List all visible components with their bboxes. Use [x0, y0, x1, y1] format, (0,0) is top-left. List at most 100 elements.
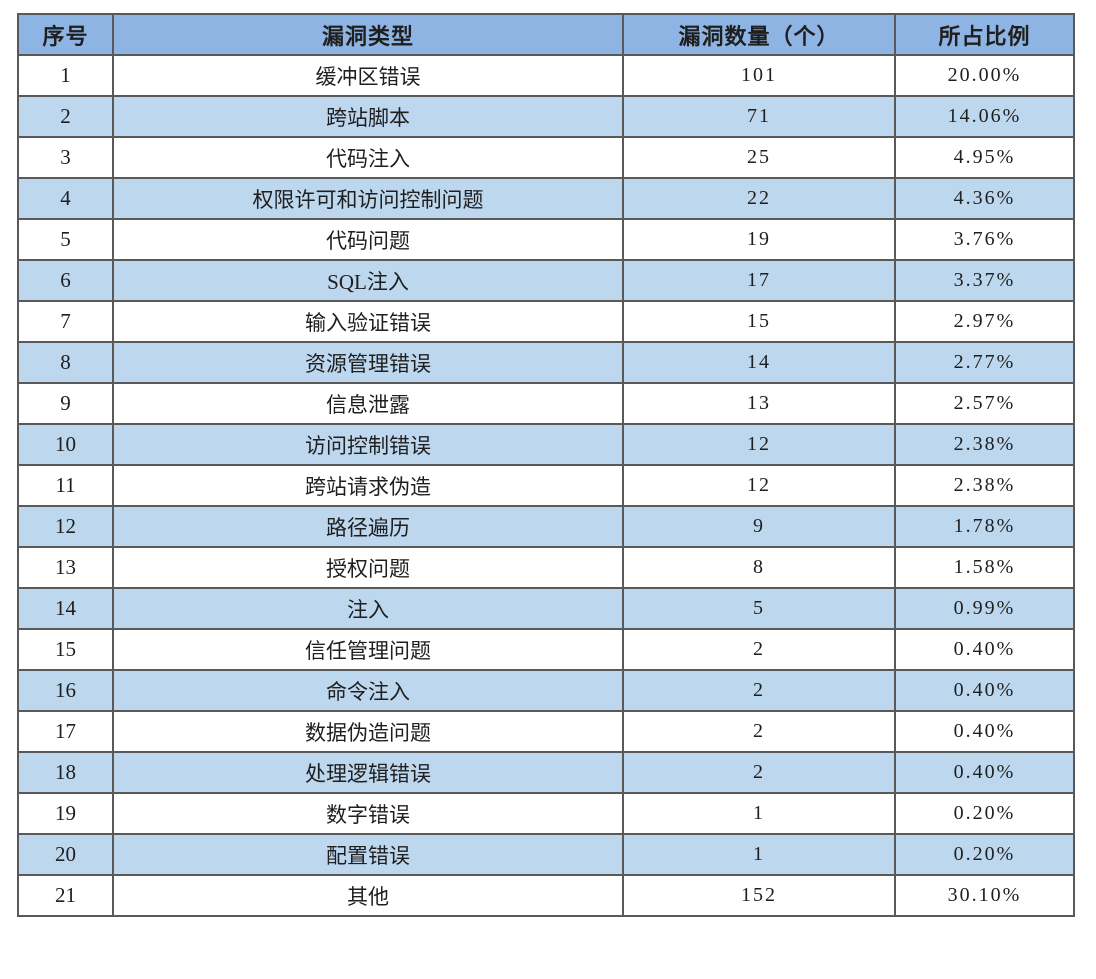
cell-count: 17 — [622, 259, 896, 302]
cell-count: 22 — [622, 177, 896, 220]
cell-count: 2 — [622, 669, 896, 712]
table-row: 10 访问控制错误 12 2.38% — [17, 423, 1075, 466]
table-row: 8 资源管理错误 14 2.77% — [17, 341, 1075, 384]
cell-count: 2 — [622, 710, 896, 753]
cell-pct: 0.40% — [894, 710, 1075, 753]
cell-type: 跨站请求伪造 — [112, 464, 624, 507]
cell-count: 9 — [622, 505, 896, 548]
table-row: 14 注入 5 0.99% — [17, 587, 1075, 630]
cell-type: 跨站脚本 — [112, 95, 624, 138]
cell-type: 处理逻辑错误 — [112, 751, 624, 794]
cell-no: 12 — [17, 505, 114, 548]
table-row: 19 数字错误 1 0.20% — [17, 792, 1075, 835]
cell-pct: 2.97% — [894, 300, 1075, 343]
cell-type: 授权问题 — [112, 546, 624, 589]
cell-no: 15 — [17, 628, 114, 671]
cell-no: 14 — [17, 587, 114, 630]
cell-no: 5 — [17, 218, 114, 261]
cell-count: 14 — [622, 341, 896, 384]
column-header-type: 漏洞类型 — [112, 13, 624, 56]
table-row: 12 路径遍历 9 1.78% — [17, 505, 1075, 548]
cell-no: 7 — [17, 300, 114, 343]
cell-count: 25 — [622, 136, 896, 179]
table-row: 6 SQL注入 17 3.37% — [17, 259, 1075, 302]
cell-count: 101 — [622, 54, 896, 97]
cell-pct: 2.38% — [894, 464, 1075, 507]
cell-no: 2 — [17, 95, 114, 138]
vulnerability-table: 序号 漏洞类型 漏洞数量（个） 所占比例 1 缓冲区错误 101 20.00% 2 跨站脚… — [17, 13, 1075, 917]
cell-no: 21 — [17, 874, 114, 917]
cell-no: 18 — [17, 751, 114, 794]
cell-pct: 2.77% — [894, 341, 1075, 384]
cell-type: 输入验证错误 — [112, 300, 624, 343]
cell-type: 路径遍历 — [112, 505, 624, 548]
table-row: 13 授权问题 8 1.58% — [17, 546, 1075, 589]
cell-pct: 2.38% — [894, 423, 1075, 466]
cell-count: 12 — [622, 423, 896, 466]
cell-pct: 0.40% — [894, 751, 1075, 794]
table-row: 20 配置错误 1 0.20% — [17, 833, 1075, 876]
cell-no: 6 — [17, 259, 114, 302]
cell-type: 信息泄露 — [112, 382, 624, 425]
table-row: 18 处理逻辑错误 2 0.40% — [17, 751, 1075, 794]
table-row: 21 其他 152 30.10% — [17, 874, 1075, 917]
cell-count: 152 — [622, 874, 896, 917]
table-header-row: 序号 漏洞类型 漏洞数量（个） 所占比例 — [17, 13, 1075, 56]
column-header-count: 漏洞数量（个） — [622, 13, 896, 56]
cell-pct: 0.99% — [894, 587, 1075, 630]
column-header-no: 序号 — [17, 13, 114, 56]
cell-pct: 3.76% — [894, 218, 1075, 261]
cell-pct: 0.20% — [894, 833, 1075, 876]
cell-no: 8 — [17, 341, 114, 384]
table-row: 16 命令注入 2 0.40% — [17, 669, 1075, 712]
cell-type: 数据伪造问题 — [112, 710, 624, 753]
cell-type: 注入 — [112, 587, 624, 630]
table-row: 2 跨站脚本 71 14.06% — [17, 95, 1075, 138]
cell-no: 11 — [17, 464, 114, 507]
cell-pct: 2.57% — [894, 382, 1075, 425]
cell-pct: 1.58% — [894, 546, 1075, 589]
cell-no: 9 — [17, 382, 114, 425]
column-header-pct: 所占比例 — [894, 13, 1075, 56]
cell-type: 代码注入 — [112, 136, 624, 179]
cell-pct: 4.36% — [894, 177, 1075, 220]
cell-count: 13 — [622, 382, 896, 425]
cell-type: 其他 — [112, 874, 624, 917]
cell-no: 10 — [17, 423, 114, 466]
table-row: 4 权限许可和访问控制问题 22 4.36% — [17, 177, 1075, 220]
cell-type: 配置错误 — [112, 833, 624, 876]
cell-type: 缓冲区错误 — [112, 54, 624, 97]
table-row: 3 代码注入 25 4.95% — [17, 136, 1075, 179]
table-row: 9 信息泄露 13 2.57% — [17, 382, 1075, 425]
cell-no: 1 — [17, 54, 114, 97]
cell-no: 3 — [17, 136, 114, 179]
table-body: 1 缓冲区错误 101 20.00% 2 跨站脚本 71 14.06% 3 代码注入 25 4.95%… — [17, 54, 1075, 917]
cell-pct: 4.95% — [894, 136, 1075, 179]
cell-no: 20 — [17, 833, 114, 876]
cell-count: 71 — [622, 95, 896, 138]
cell-pct: 14.06% — [894, 95, 1075, 138]
cell-pct: 0.40% — [894, 628, 1075, 671]
cell-count: 12 — [622, 464, 896, 507]
cell-no: 13 — [17, 546, 114, 589]
table-row: 7 输入验证错误 15 2.97% — [17, 300, 1075, 343]
table-row: 11 跨站请求伪造 12 2.38% — [17, 464, 1075, 507]
cell-type: 信任管理问题 — [112, 628, 624, 671]
cell-pct: 1.78% — [894, 505, 1075, 548]
cell-type: SQL注入 — [112, 259, 624, 302]
cell-pct: 20.00% — [894, 54, 1075, 97]
cell-type: 命令注入 — [112, 669, 624, 712]
cell-no: 17 — [17, 710, 114, 753]
cell-count: 2 — [622, 751, 896, 794]
table-row: 15 信任管理问题 2 0.40% — [17, 628, 1075, 671]
cell-count: 5 — [622, 587, 896, 630]
cell-no: 16 — [17, 669, 114, 712]
cell-type: 访问控制错误 — [112, 423, 624, 466]
cell-count: 19 — [622, 218, 896, 261]
cell-type: 资源管理错误 — [112, 341, 624, 384]
cell-no: 4 — [17, 177, 114, 220]
cell-count: 2 — [622, 628, 896, 671]
cell-no: 19 — [17, 792, 114, 835]
cell-type: 权限许可和访问控制问题 — [112, 177, 624, 220]
